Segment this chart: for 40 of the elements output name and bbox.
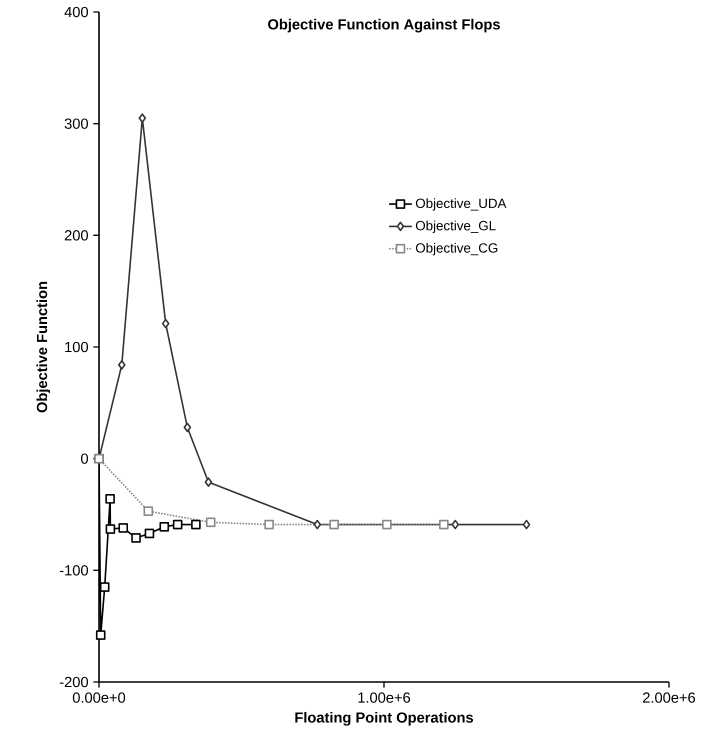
y-tick-label: 400 — [64, 6, 88, 18]
point — [100, 582, 110, 592]
y-tick-label: -200 — [60, 676, 88, 688]
y-tick-label: 100 — [65, 342, 88, 352]
point — [105, 494, 115, 504]
point — [172, 520, 182, 530]
point — [118, 523, 128, 533]
point — [314, 520, 322, 530]
point — [191, 520, 201, 530]
point — [204, 477, 212, 487]
y-tick-label: 300 — [64, 118, 88, 129]
point — [451, 520, 460, 530]
point — [131, 533, 141, 543]
chart-title: Objective Function Against Flops — [268, 18, 500, 33]
legend-label: Objective_GL — [416, 220, 496, 233]
point — [138, 113, 146, 123]
point — [96, 630, 106, 640]
y-tick-label: 0 — [81, 453, 88, 464]
x-axis-title: Floating Point Operations — [295, 712, 474, 726]
point — [206, 518, 216, 528]
point — [184, 422, 192, 432]
y-tick-label: -100 — [60, 565, 88, 576]
point — [522, 520, 530, 530]
legend-label: Objective_CG — [416, 242, 498, 256]
point — [144, 528, 154, 538]
point — [264, 520, 274, 530]
point — [144, 506, 154, 516]
y-axis-title: Objective Function — [36, 282, 50, 412]
x-tick-label: 1.00e+6 — [358, 692, 410, 703]
y-tick-label: 200 — [64, 230, 88, 241]
point — [439, 520, 449, 530]
x-tick-label: 0.00e+0 — [72, 692, 126, 703]
point — [162, 318, 170, 328]
point — [159, 522, 170, 532]
point — [118, 360, 126, 370]
point — [329, 520, 339, 530]
x-tick-label: 2.00e+6 — [643, 692, 696, 703]
point — [382, 520, 392, 530]
legend-label: Objective_UDA — [416, 198, 506, 211]
point — [106, 524, 116, 534]
